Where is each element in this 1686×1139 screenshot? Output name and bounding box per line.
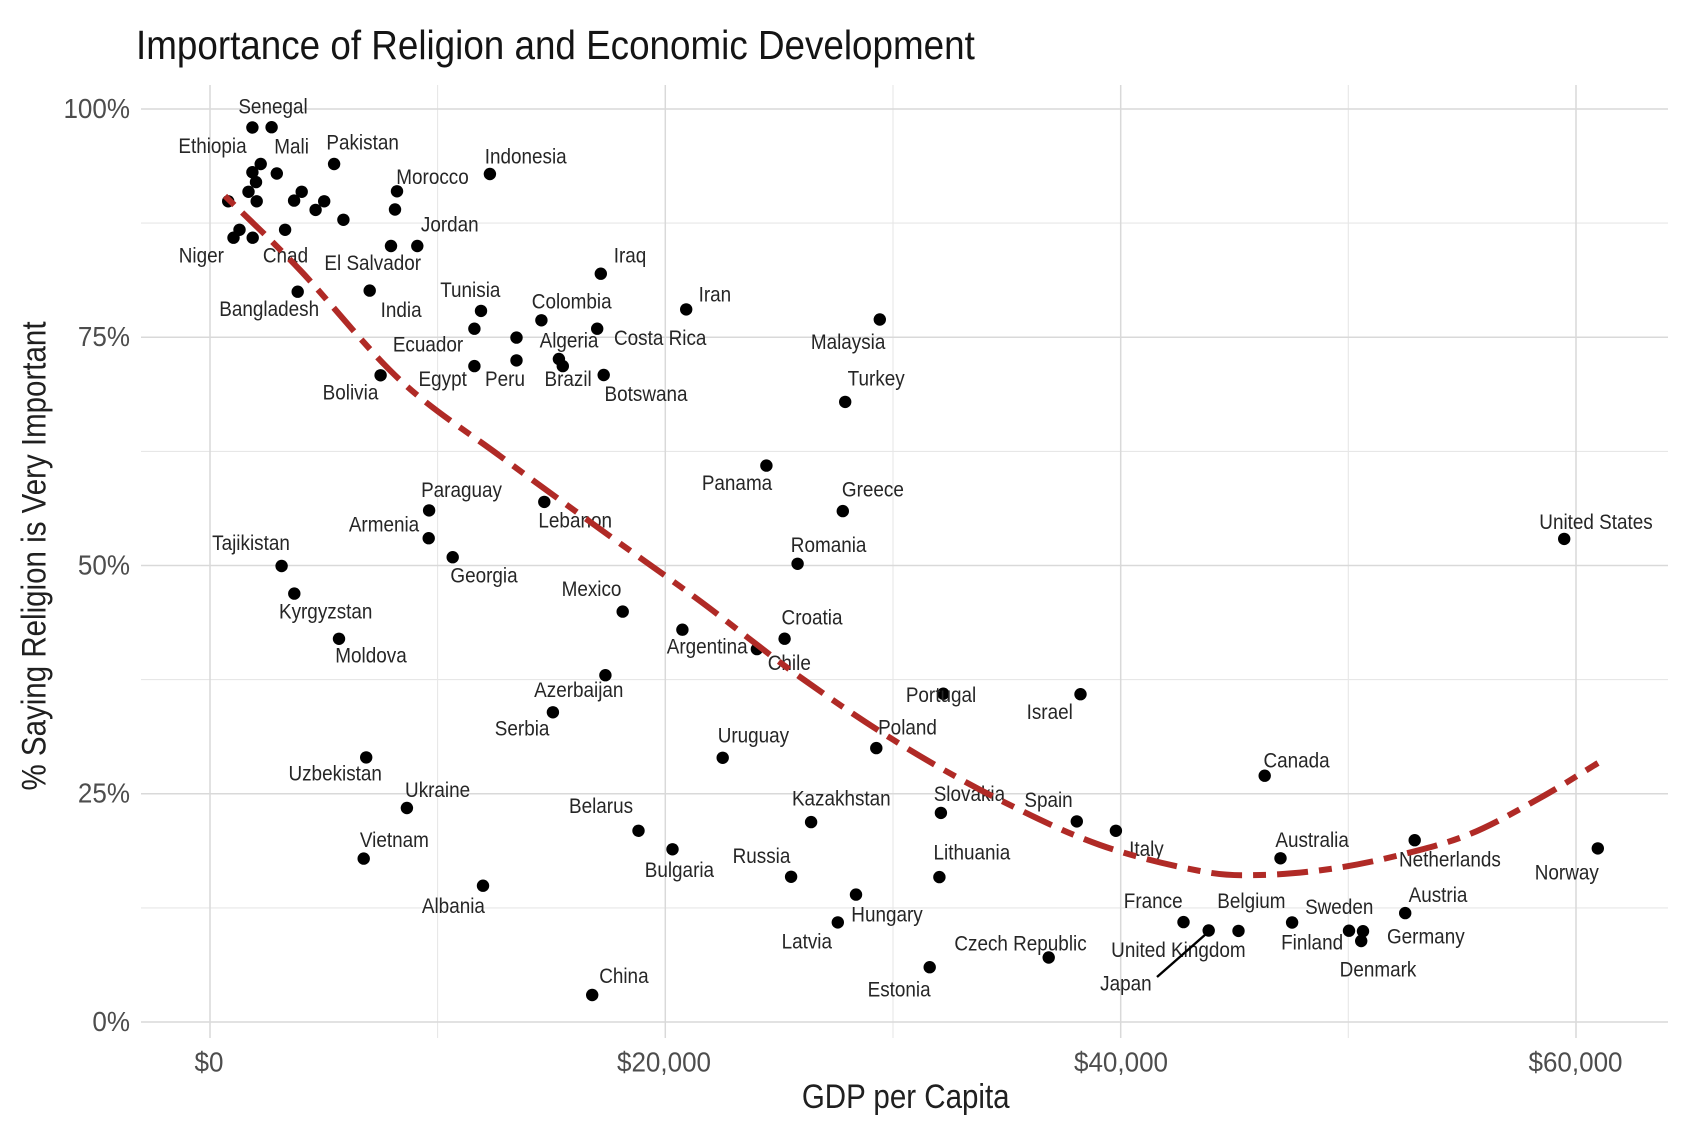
svg-text:Romania: Romania: [791, 534, 867, 557]
svg-text:Senegal: Senegal: [238, 96, 307, 119]
svg-text:Morocco: Morocco: [396, 166, 468, 189]
svg-text:Norway: Norway: [1535, 862, 1599, 885]
svg-text:75%: 75%: [78, 321, 130, 352]
svg-text:Brazil: Brazil: [544, 368, 591, 391]
svg-text:Israel: Israel: [1027, 701, 1073, 724]
svg-text:Japan: Japan: [1100, 972, 1151, 995]
svg-text:Croatia: Croatia: [782, 607, 844, 630]
svg-text:50%: 50%: [78, 550, 130, 581]
svg-text:El Salvador: El Salvador: [324, 252, 421, 275]
svg-text:Slovakia: Slovakia: [934, 783, 1006, 806]
svg-text:Serbia: Serbia: [495, 718, 550, 741]
svg-text:Ecuador: Ecuador: [393, 334, 464, 357]
svg-text:Egypt: Egypt: [419, 368, 468, 391]
svg-text:100%: 100%: [63, 93, 130, 124]
svg-text:Argentina: Argentina: [667, 635, 749, 658]
svg-text:Importance of Religion and Eco: Importance of Religion and Economic Deve…: [136, 23, 975, 68]
svg-text:Russia: Russia: [733, 845, 792, 868]
svg-text:Latvia: Latvia: [782, 931, 833, 954]
svg-text:Moldova: Moldova: [335, 645, 407, 668]
svg-text:Tajikistan: Tajikistan: [212, 532, 290, 555]
svg-text:Kazakhstan: Kazakhstan: [792, 788, 891, 811]
svg-text:Algeria: Algeria: [540, 330, 600, 353]
svg-text:Sweden: Sweden: [1305, 896, 1373, 919]
svg-text:Austria: Austria: [1409, 884, 1469, 907]
svg-text:Mali: Mali: [274, 136, 309, 159]
svg-text:$60,000: $60,000: [1528, 1047, 1622, 1078]
svg-text:France: France: [1124, 890, 1183, 913]
svg-text:Netherlands: Netherlands: [1399, 849, 1501, 872]
svg-text:% Saying Religion is Very Impo: % Saying Religion is Very Important: [15, 321, 53, 790]
svg-text:Finland: Finland: [1281, 932, 1343, 955]
svg-text:$40,000: $40,000: [1074, 1047, 1168, 1078]
svg-text:Iran: Iran: [699, 284, 732, 307]
svg-text:Panama: Panama: [702, 472, 773, 495]
svg-text:Canada: Canada: [1264, 750, 1331, 773]
svg-text:Bulgaria: Bulgaria: [645, 859, 715, 882]
svg-text:25%: 25%: [78, 778, 130, 809]
svg-text:Belarus: Belarus: [569, 795, 633, 818]
svg-text:China: China: [599, 965, 649, 988]
svg-text:Belgium: Belgium: [1217, 890, 1285, 913]
svg-text:Georgia: Georgia: [450, 565, 518, 588]
svg-text:Bolivia: Bolivia: [323, 382, 379, 405]
svg-text:United States: United States: [1539, 511, 1652, 534]
svg-text:Armenia: Armenia: [349, 514, 420, 537]
svg-text:Czech Republic: Czech Republic: [954, 933, 1086, 956]
svg-text:Ukraine: Ukraine: [405, 779, 470, 802]
svg-text:Greece: Greece: [842, 479, 904, 502]
svg-text:Poland: Poland: [878, 717, 937, 740]
svg-text:Mexico: Mexico: [562, 578, 622, 601]
svg-text:Portugal: Portugal: [906, 684, 976, 707]
svg-text:Uzbekistan: Uzbekistan: [288, 763, 381, 786]
svg-text:Paraguay: Paraguay: [421, 479, 502, 502]
svg-text:Chile: Chile: [768, 652, 811, 675]
svg-text:Pakistan: Pakistan: [326, 132, 398, 155]
svg-text:Iraq: Iraq: [614, 245, 647, 268]
svg-text:GDP per Capita: GDP per Capita: [802, 1077, 1010, 1115]
svg-text:Denmark: Denmark: [1340, 959, 1418, 982]
svg-text:Ethiopia: Ethiopia: [178, 135, 247, 158]
svg-text:Niger: Niger: [179, 244, 224, 267]
svg-text:Vietnam: Vietnam: [360, 829, 429, 852]
svg-text:Malaysia: Malaysia: [811, 331, 886, 354]
svg-text:Tunisia: Tunisia: [440, 279, 501, 302]
svg-text:Estonia: Estonia: [868, 979, 932, 1002]
svg-text:$20,000: $20,000: [617, 1047, 711, 1078]
svg-text:Chad: Chad: [263, 244, 308, 267]
svg-text:Colombia: Colombia: [532, 291, 613, 314]
svg-text:Italy: Italy: [1129, 838, 1164, 861]
svg-text:Costa Rica: Costa Rica: [614, 327, 707, 350]
svg-text:Indonesia: Indonesia: [485, 145, 568, 168]
svg-text:Albania: Albania: [422, 895, 486, 918]
svg-text:Turkey: Turkey: [848, 368, 905, 391]
svg-text:Spain: Spain: [1024, 789, 1072, 812]
svg-text:Germany: Germany: [1387, 926, 1465, 949]
svg-text:United Kingdom: United Kingdom: [1111, 939, 1245, 962]
svg-text:0%: 0%: [92, 1006, 130, 1037]
svg-text:Lithuania: Lithuania: [934, 842, 1012, 865]
svg-text:Botswana: Botswana: [605, 383, 689, 406]
svg-text:Hungary: Hungary: [851, 903, 922, 926]
svg-text:Bangladesh: Bangladesh: [219, 298, 319, 321]
svg-text:Uruguay: Uruguay: [718, 724, 789, 747]
svg-text:Jordan: Jordan: [421, 214, 479, 237]
svg-text:Australia: Australia: [1275, 829, 1349, 852]
svg-text:Kyrgyzstan: Kyrgyzstan: [279, 601, 372, 624]
svg-text:Azerbaijan: Azerbaijan: [534, 679, 623, 702]
svg-text:$0: $0: [195, 1047, 224, 1078]
svg-text:Peru: Peru: [485, 368, 525, 391]
svg-text:India: India: [381, 299, 423, 322]
